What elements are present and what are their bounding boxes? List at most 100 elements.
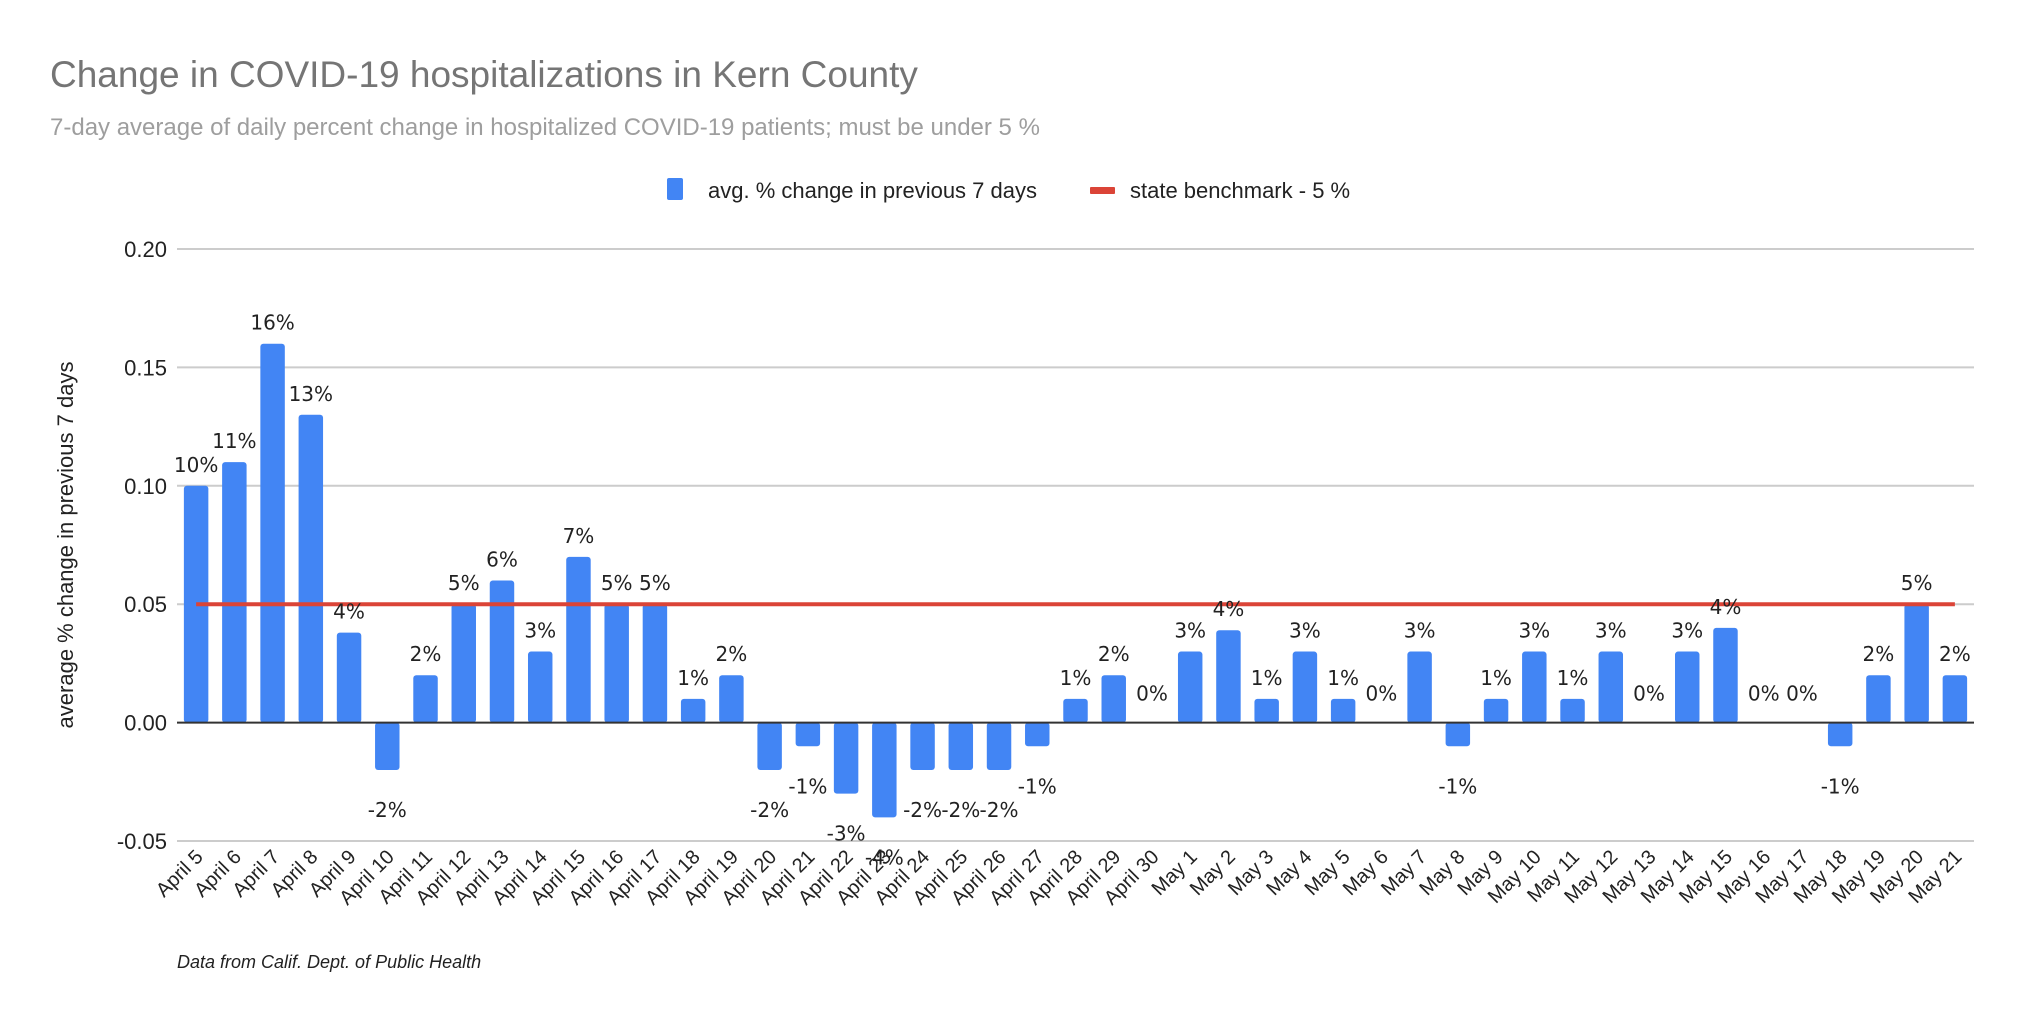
- bar: [1483, 698, 1509, 723]
- data-label: 4%: [1213, 597, 1245, 621]
- legend: avg. % change in previous 7 days state b…: [667, 178, 1350, 203]
- data-label: 5%: [1901, 571, 1933, 595]
- y-tick-label: 0.15: [124, 355, 167, 380]
- bar: [1025, 722, 1050, 747]
- bar: [795, 722, 821, 747]
- data-label: 16%: [250, 311, 294, 335]
- data-label: 3%: [1404, 619, 1436, 643]
- chart-title: Change in COVID-19 hospitalizations in K…: [50, 54, 918, 95]
- data-label: 2%: [410, 642, 442, 666]
- bar: [604, 604, 629, 723]
- data-label: 1%: [1251, 666, 1283, 690]
- data-label: 1%: [1557, 666, 1589, 690]
- data-label: 11%: [212, 429, 256, 453]
- bar: [1827, 722, 1853, 747]
- bar: [413, 675, 438, 723]
- y-axis-ticks: -0.05 0.00 0.05 0.10 0.15 0.20: [117, 237, 167, 854]
- data-label: 4%: [1710, 595, 1742, 619]
- bar: [1445, 722, 1471, 747]
- data-label: 5%: [448, 571, 480, 595]
- bar: [719, 675, 744, 723]
- bar: [298, 414, 324, 723]
- source-note: Data from Calif. Dept. of Public Health: [177, 952, 481, 972]
- data-label: -1%: [1018, 774, 1057, 798]
- bar: [566, 556, 591, 723]
- bar: [1560, 698, 1585, 723]
- data-labels: 10%11%16%13%4%-2%2%5%6%3%7%5% 5%1%2%-2%-1…: [174, 311, 1971, 870]
- data-label: 7%: [563, 524, 595, 548]
- bar: [680, 698, 706, 723]
- bar: [1216, 630, 1241, 723]
- bar: [833, 722, 859, 794]
- bar: [1407, 651, 1432, 723]
- data-label: 13%: [289, 382, 333, 406]
- y-tick-label: 0.05: [124, 592, 167, 617]
- data-label: 1%: [1060, 666, 1092, 690]
- y-tick-label: 0.10: [124, 474, 167, 499]
- bar: [986, 722, 1012, 770]
- data-label: -4%: [865, 845, 904, 869]
- data-label: 2%: [716, 642, 748, 666]
- data-label: 1%: [1327, 666, 1359, 690]
- bar: [1942, 675, 1968, 723]
- bar: [1713, 627, 1738, 723]
- bar: [222, 462, 247, 723]
- legend-label-bars: avg. % change in previous 7 days: [708, 178, 1037, 203]
- bar: [1598, 651, 1624, 723]
- data-label: 2%: [1098, 642, 1130, 666]
- bar: [336, 632, 362, 723]
- bar: [757, 722, 782, 770]
- legend-label-benchmark: state benchmark - 5 %: [1130, 178, 1350, 203]
- bar: [910, 722, 935, 770]
- data-label: 3%: [1518, 619, 1550, 643]
- data-label: -2%: [980, 798, 1019, 822]
- data-label: 5%: [639, 571, 671, 595]
- bar: [1904, 604, 1929, 723]
- y-tick-label: 0.20: [124, 237, 167, 262]
- bar: [1675, 651, 1700, 723]
- bar: [375, 722, 400, 770]
- data-label: 6%: [486, 548, 518, 572]
- bar: [489, 580, 515, 723]
- data-label: -2%: [750, 798, 789, 822]
- gridlines: [177, 248, 1974, 842]
- y-tick-label: -0.05: [117, 829, 167, 854]
- bar: [1101, 675, 1126, 723]
- data-label: -3%: [827, 822, 866, 846]
- data-label: 2%: [1863, 642, 1895, 666]
- data-label: 0%: [1633, 682, 1665, 706]
- bar: [1522, 651, 1547, 723]
- bar: [1330, 698, 1356, 723]
- bar: [260, 343, 285, 723]
- data-label: 3%: [1174, 619, 1206, 643]
- data-label: -1%: [1438, 774, 1477, 798]
- data-label: -2%: [903, 798, 942, 822]
- data-label: 3%: [524, 619, 556, 643]
- data-label: 5%: [601, 571, 633, 595]
- data-label: -2%: [368, 798, 407, 822]
- bar: [642, 604, 668, 723]
- data-label: 4%: [333, 600, 365, 624]
- bar: [948, 722, 974, 770]
- bar: [527, 651, 553, 723]
- data-label: -1%: [1821, 774, 1860, 798]
- data-label: 3%: [1671, 619, 1703, 643]
- data-label: 1%: [677, 666, 709, 690]
- data-label: -1%: [788, 774, 827, 798]
- data-label: 0%: [1786, 682, 1818, 706]
- y-axis-title: average % change in previous 7 days: [53, 362, 78, 729]
- data-label: 3%: [1595, 619, 1627, 643]
- data-label: 2%: [1939, 642, 1971, 666]
- data-label: 0%: [1366, 682, 1398, 706]
- legend-swatch-benchmark: [1090, 187, 1115, 194]
- data-label: 0%: [1136, 682, 1168, 706]
- bar: [1063, 698, 1088, 723]
- bar: [1292, 651, 1318, 723]
- bar: [1866, 675, 1891, 723]
- data-label: 3%: [1289, 619, 1321, 643]
- data-label: 0%: [1748, 682, 1780, 706]
- data-label: 1%: [1480, 666, 1512, 690]
- bar: [872, 722, 897, 818]
